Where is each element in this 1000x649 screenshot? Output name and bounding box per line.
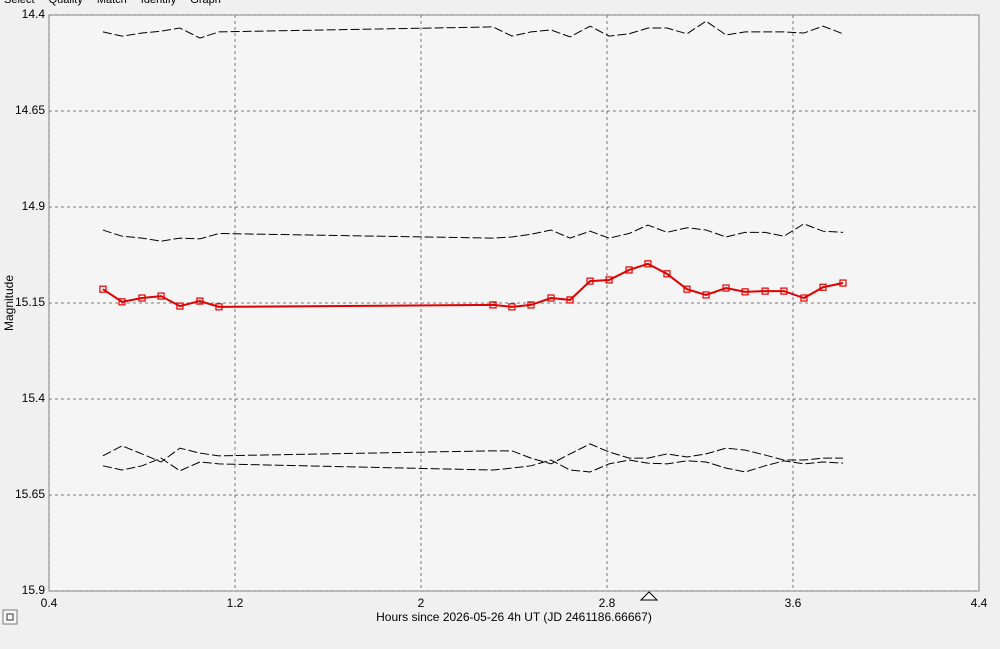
x-tick-label: 4.4 xyxy=(971,596,988,610)
y-tick-label: 15.4 xyxy=(22,391,46,405)
data-point xyxy=(215,303,223,311)
series-line xyxy=(102,457,844,473)
data-point xyxy=(566,296,574,304)
x-tick-label: 2 xyxy=(418,596,425,610)
data-point xyxy=(741,288,749,296)
data-point xyxy=(683,285,691,293)
time-marker[interactable] xyxy=(639,591,659,601)
data-point xyxy=(489,301,497,309)
button-icon xyxy=(6,613,14,621)
data-point xyxy=(663,270,671,278)
data-point xyxy=(702,291,710,299)
x-tick-label: 2.8 xyxy=(599,596,616,610)
data-point xyxy=(625,266,633,274)
data-point xyxy=(547,294,555,302)
x-tick-label: 3.6 xyxy=(785,596,802,610)
tab[interactable]: Select xyxy=(4,0,35,6)
data-point xyxy=(605,276,613,284)
tab-bar: Select Quality Match Identify Graph xyxy=(4,0,221,6)
data-point xyxy=(839,279,847,287)
tab[interactable]: Graph xyxy=(190,0,221,6)
tab[interactable]: Quality xyxy=(49,0,84,6)
y-tick-label: 14.65 xyxy=(15,103,45,117)
data-point xyxy=(157,292,165,300)
x-tick-label: 0.4 xyxy=(41,596,58,610)
y-tick-label: 14.4 xyxy=(22,7,46,21)
data-point xyxy=(722,284,730,292)
data-point xyxy=(138,294,146,302)
data-point xyxy=(800,294,808,302)
tab[interactable]: Match xyxy=(97,0,127,6)
data-point xyxy=(586,277,594,285)
data-point xyxy=(99,285,107,293)
y-axis-label: Magnitude xyxy=(2,275,16,331)
data-point xyxy=(176,302,184,310)
data-point xyxy=(508,303,516,311)
data-point xyxy=(780,287,788,295)
data-point xyxy=(644,260,652,268)
tab[interactable]: Identify xyxy=(141,0,177,6)
y-tick-label: 15.9 xyxy=(22,583,46,597)
series-line xyxy=(102,443,843,465)
x-tick-label: 1.2 xyxy=(227,596,244,610)
data-point xyxy=(196,297,204,305)
series-line xyxy=(102,20,844,39)
data-point xyxy=(527,301,535,309)
y-tick-label: 14.9 xyxy=(22,199,46,213)
y-tick-label: 15.65 xyxy=(15,487,45,501)
small-button[interactable] xyxy=(2,609,18,625)
y-tick-label: 15.15 xyxy=(15,295,45,309)
data-point xyxy=(761,287,769,295)
data-point xyxy=(819,283,827,291)
data-point xyxy=(118,298,126,306)
x-axis-label: Hours since 2026-05-26 4h UT (JD 2461186… xyxy=(376,610,652,624)
